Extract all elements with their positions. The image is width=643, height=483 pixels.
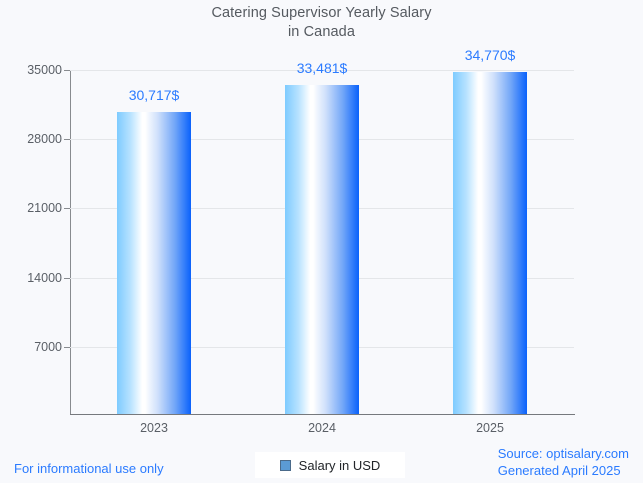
y-axis-tick-label: 14000 — [27, 270, 62, 285]
y-axis-tick-label: 7000 — [34, 339, 62, 354]
footer-source-site: Source: optisalary.com — [497, 446, 629, 461]
x-axis-tick-label-2025: 2025 — [476, 421, 504, 435]
footer-disclaimer: For informational use only — [14, 461, 164, 476]
legend-swatch-icon — [279, 459, 291, 471]
y-axis-labels: 7000 14000 21000 28000 35000 — [0, 0, 62, 483]
bar-value-label-2025: 34,770$ — [464, 47, 516, 64]
bar-2023[interactable] — [117, 112, 191, 414]
y-axis-tick-label: 21000 — [27, 201, 62, 216]
chart-title: Catering Supervisor Yearly Salary in Can… — [0, 4, 643, 42]
chart-legend: Salary in USD — [255, 452, 405, 478]
y-axis-tick-mark — [64, 139, 70, 141]
y-axis-tick-mark — [64, 70, 70, 71]
y-axis-line — [70, 70, 71, 415]
y-axis-tick-mark — [64, 208, 70, 210]
bar-2024[interactable] — [285, 85, 359, 414]
y-axis-tick-label: 35000 — [27, 63, 62, 77]
chart-title-line-2: in Canada — [287, 24, 355, 40]
footer-source: Source: optisalary.com Generated April 2… — [498, 445, 629, 479]
x-axis-tick-label-2024: 2024 — [308, 421, 336, 435]
chart-title-line-1: Catering Supervisor Yearly Salary — [211, 5, 432, 21]
bar-value-label-2023: 30,717$ — [128, 87, 180, 104]
gridline — [70, 70, 574, 71]
x-axis-tick-label-2023: 2023 — [140, 421, 168, 435]
y-axis-tick-mark — [64, 277, 70, 279]
bar-value-label-2024: 33,481$ — [296, 60, 348, 77]
bar-2025[interactable] — [453, 72, 527, 414]
legend-item-label: Salary in USD — [298, 457, 381, 473]
y-axis-tick-mark — [64, 346, 70, 348]
footer-generated-date: Generated April 2025 — [497, 463, 621, 478]
plot-area — [70, 70, 574, 414]
y-axis-tick-label: 28000 — [27, 132, 62, 147]
x-axis-line — [70, 414, 575, 415]
